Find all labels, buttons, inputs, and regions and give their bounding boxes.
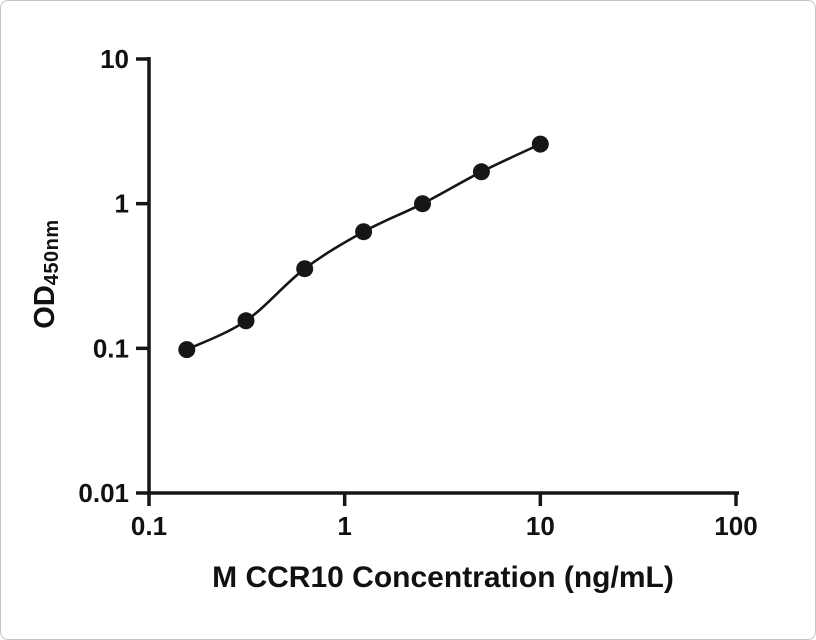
- x-axis-title: M CCR10 Concentration (ng/mL): [212, 561, 674, 594]
- data-point: [355, 223, 373, 241]
- y-axis-title: OD450nm: [29, 164, 67, 384]
- data-point: [237, 312, 255, 330]
- data-point: [472, 163, 490, 181]
- y-tick-label: 0.01: [78, 478, 129, 508]
- y-axis-title-main: OD: [29, 285, 61, 329]
- data-point: [296, 260, 314, 278]
- data-point: [531, 135, 549, 153]
- y-tick-label: 0.1: [93, 333, 129, 363]
- x-tick-label: 0.1: [131, 511, 167, 541]
- y-tick-label: 1: [115, 189, 129, 219]
- x-tick-label: 100: [714, 511, 757, 541]
- data-point: [178, 341, 196, 359]
- data-point: [414, 195, 431, 213]
- x-tick-label: 10: [526, 511, 555, 541]
- y-tick-label: 10: [100, 44, 129, 74]
- y-axis-title-subscript: 450nm: [41, 219, 63, 286]
- x-tick-label: 1: [337, 511, 351, 541]
- axis-lines: [147, 57, 739, 495]
